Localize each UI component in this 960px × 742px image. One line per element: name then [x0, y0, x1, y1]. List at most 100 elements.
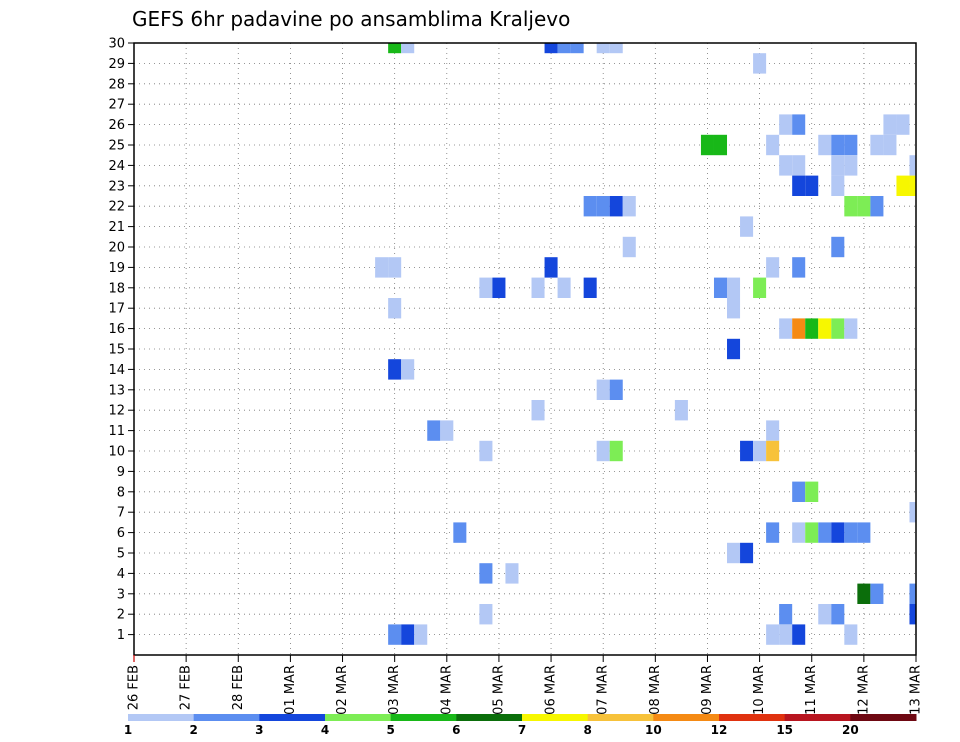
- legend-level-label: 12: [711, 723, 728, 737]
- y-tick-label: 27: [108, 98, 125, 113]
- precip-cell: [792, 481, 806, 502]
- precip-cell: [740, 542, 754, 564]
- precip-cell: [727, 298, 741, 319]
- precip-cell: [831, 134, 845, 156]
- x-tick-label: 08 MAR: [648, 665, 663, 715]
- precip-cell: [857, 583, 871, 604]
- y-tick-label: 5: [117, 547, 125, 562]
- precip-cell: [388, 359, 402, 380]
- precip-cell: [388, 257, 402, 278]
- x-tick-label: 01 MAR: [283, 665, 298, 715]
- precip-cell: [870, 583, 884, 604]
- y-tick-label: 6: [117, 526, 125, 541]
- precip-cell: [831, 155, 845, 176]
- precip-cell: [779, 604, 793, 625]
- precip-cell: [766, 624, 780, 645]
- precip-cell: [531, 400, 545, 421]
- y-tick-label: 16: [108, 322, 125, 337]
- precip-cell: [805, 318, 819, 339]
- precip-cell: [831, 175, 845, 196]
- precip-cell: [583, 196, 597, 217]
- precip-cell: [779, 155, 793, 176]
- precip-cell: [792, 114, 806, 135]
- precip-cell: [779, 318, 793, 339]
- precip-cell: [388, 298, 402, 319]
- precip-cell: [766, 440, 780, 462]
- x-tick-label: 02 MAR: [335, 665, 350, 715]
- precip-cell: [713, 134, 728, 156]
- legend-level-label: 10: [645, 723, 662, 737]
- x-axis: 26 FEB 27 FEB 28 FEB 01 MAR 02 MAR 03 MAR 04 M…: [127, 655, 924, 715]
- precip-cell: [531, 277, 545, 298]
- y-tick-label: 29: [108, 57, 125, 72]
- precip-cell: [779, 624, 793, 645]
- x-tick-label: 13 MAR: [909, 665, 924, 715]
- y-tick-label: 12: [108, 404, 125, 419]
- precip-cell: [622, 236, 636, 258]
- precip-cell: [453, 522, 467, 543]
- y-tick-label: 19: [108, 261, 125, 276]
- precip-cell: [727, 277, 741, 298]
- legend-swatch: [259, 714, 326, 721]
- legend-swatch: [784, 714, 851, 721]
- x-tick-label: 28 FEB: [231, 665, 246, 710]
- y-tick-label: 14: [108, 363, 125, 378]
- precip-cell: [727, 338, 741, 360]
- y-tick-label: 17: [108, 302, 125, 317]
- y-tick-label: 23: [108, 179, 125, 194]
- legend-level-label: 6: [452, 723, 460, 737]
- legend-level-label: 20: [842, 723, 859, 737]
- x-tick-label: 03 MAR: [387, 665, 402, 715]
- precip-cell: [388, 43, 402, 54]
- y-tick-label: 28: [108, 77, 125, 92]
- legend-swatch: [653, 714, 720, 721]
- legend-level-label: 4: [321, 723, 329, 737]
- precip-cell: [818, 318, 832, 339]
- legend-level-label: 7: [518, 723, 526, 737]
- legend-swatch: [325, 714, 392, 721]
- precip-cell: [766, 522, 780, 543]
- x-tick-label: 26 FEB: [127, 665, 142, 710]
- precip-cell: [492, 277, 506, 298]
- precip-cell: [909, 155, 916, 176]
- legend-level-label: 2: [189, 723, 197, 737]
- legend-level-label: 3: [255, 723, 263, 737]
- precip-cell: [401, 43, 415, 54]
- precip-cell: [896, 114, 910, 135]
- precip-cell: [792, 257, 806, 278]
- legend-level-label: 15: [776, 723, 793, 737]
- precip-cell: [427, 420, 441, 441]
- precip-cell: [740, 216, 754, 237]
- precip-cell: [844, 522, 858, 543]
- precip-cell: [753, 53, 767, 74]
- precip-cell: [818, 522, 832, 543]
- precip-cell: [766, 134, 780, 156]
- precip-cell: [401, 624, 415, 645]
- y-tick-label: 24: [108, 159, 125, 174]
- precip-cell: [818, 604, 832, 625]
- precip-cell: [792, 155, 806, 176]
- precip-cell: [557, 43, 571, 54]
- grid: [134, 42, 916, 655]
- precip-cell: [831, 318, 845, 339]
- precip-cell: [753, 277, 767, 298]
- precip-cell: [883, 114, 897, 135]
- legend-swatch: [850, 714, 917, 721]
- precip-cell: [909, 604, 916, 625]
- x-tick-label: 04 MAR: [439, 665, 454, 715]
- precip-cell: [766, 420, 780, 441]
- precip-cell: [570, 43, 584, 54]
- x-tick-label: 11 MAR: [804, 665, 819, 715]
- precip-cell: [844, 318, 858, 339]
- color-legend: 1 2 3 4 5 6 7 8 10 12 15 20: [124, 714, 917, 737]
- legend-level-label: 5: [386, 723, 394, 737]
- legend-swatch: [456, 714, 523, 721]
- precip-cell: [544, 43, 558, 54]
- precip-cell: [870, 134, 884, 156]
- precip-cell: [713, 277, 728, 298]
- legend-level-label: 1: [124, 723, 132, 737]
- y-tick-label: 7: [117, 506, 125, 521]
- y-tick-label: 2: [117, 608, 125, 623]
- precip-cell: [792, 175, 806, 196]
- precip-cell: [844, 155, 858, 176]
